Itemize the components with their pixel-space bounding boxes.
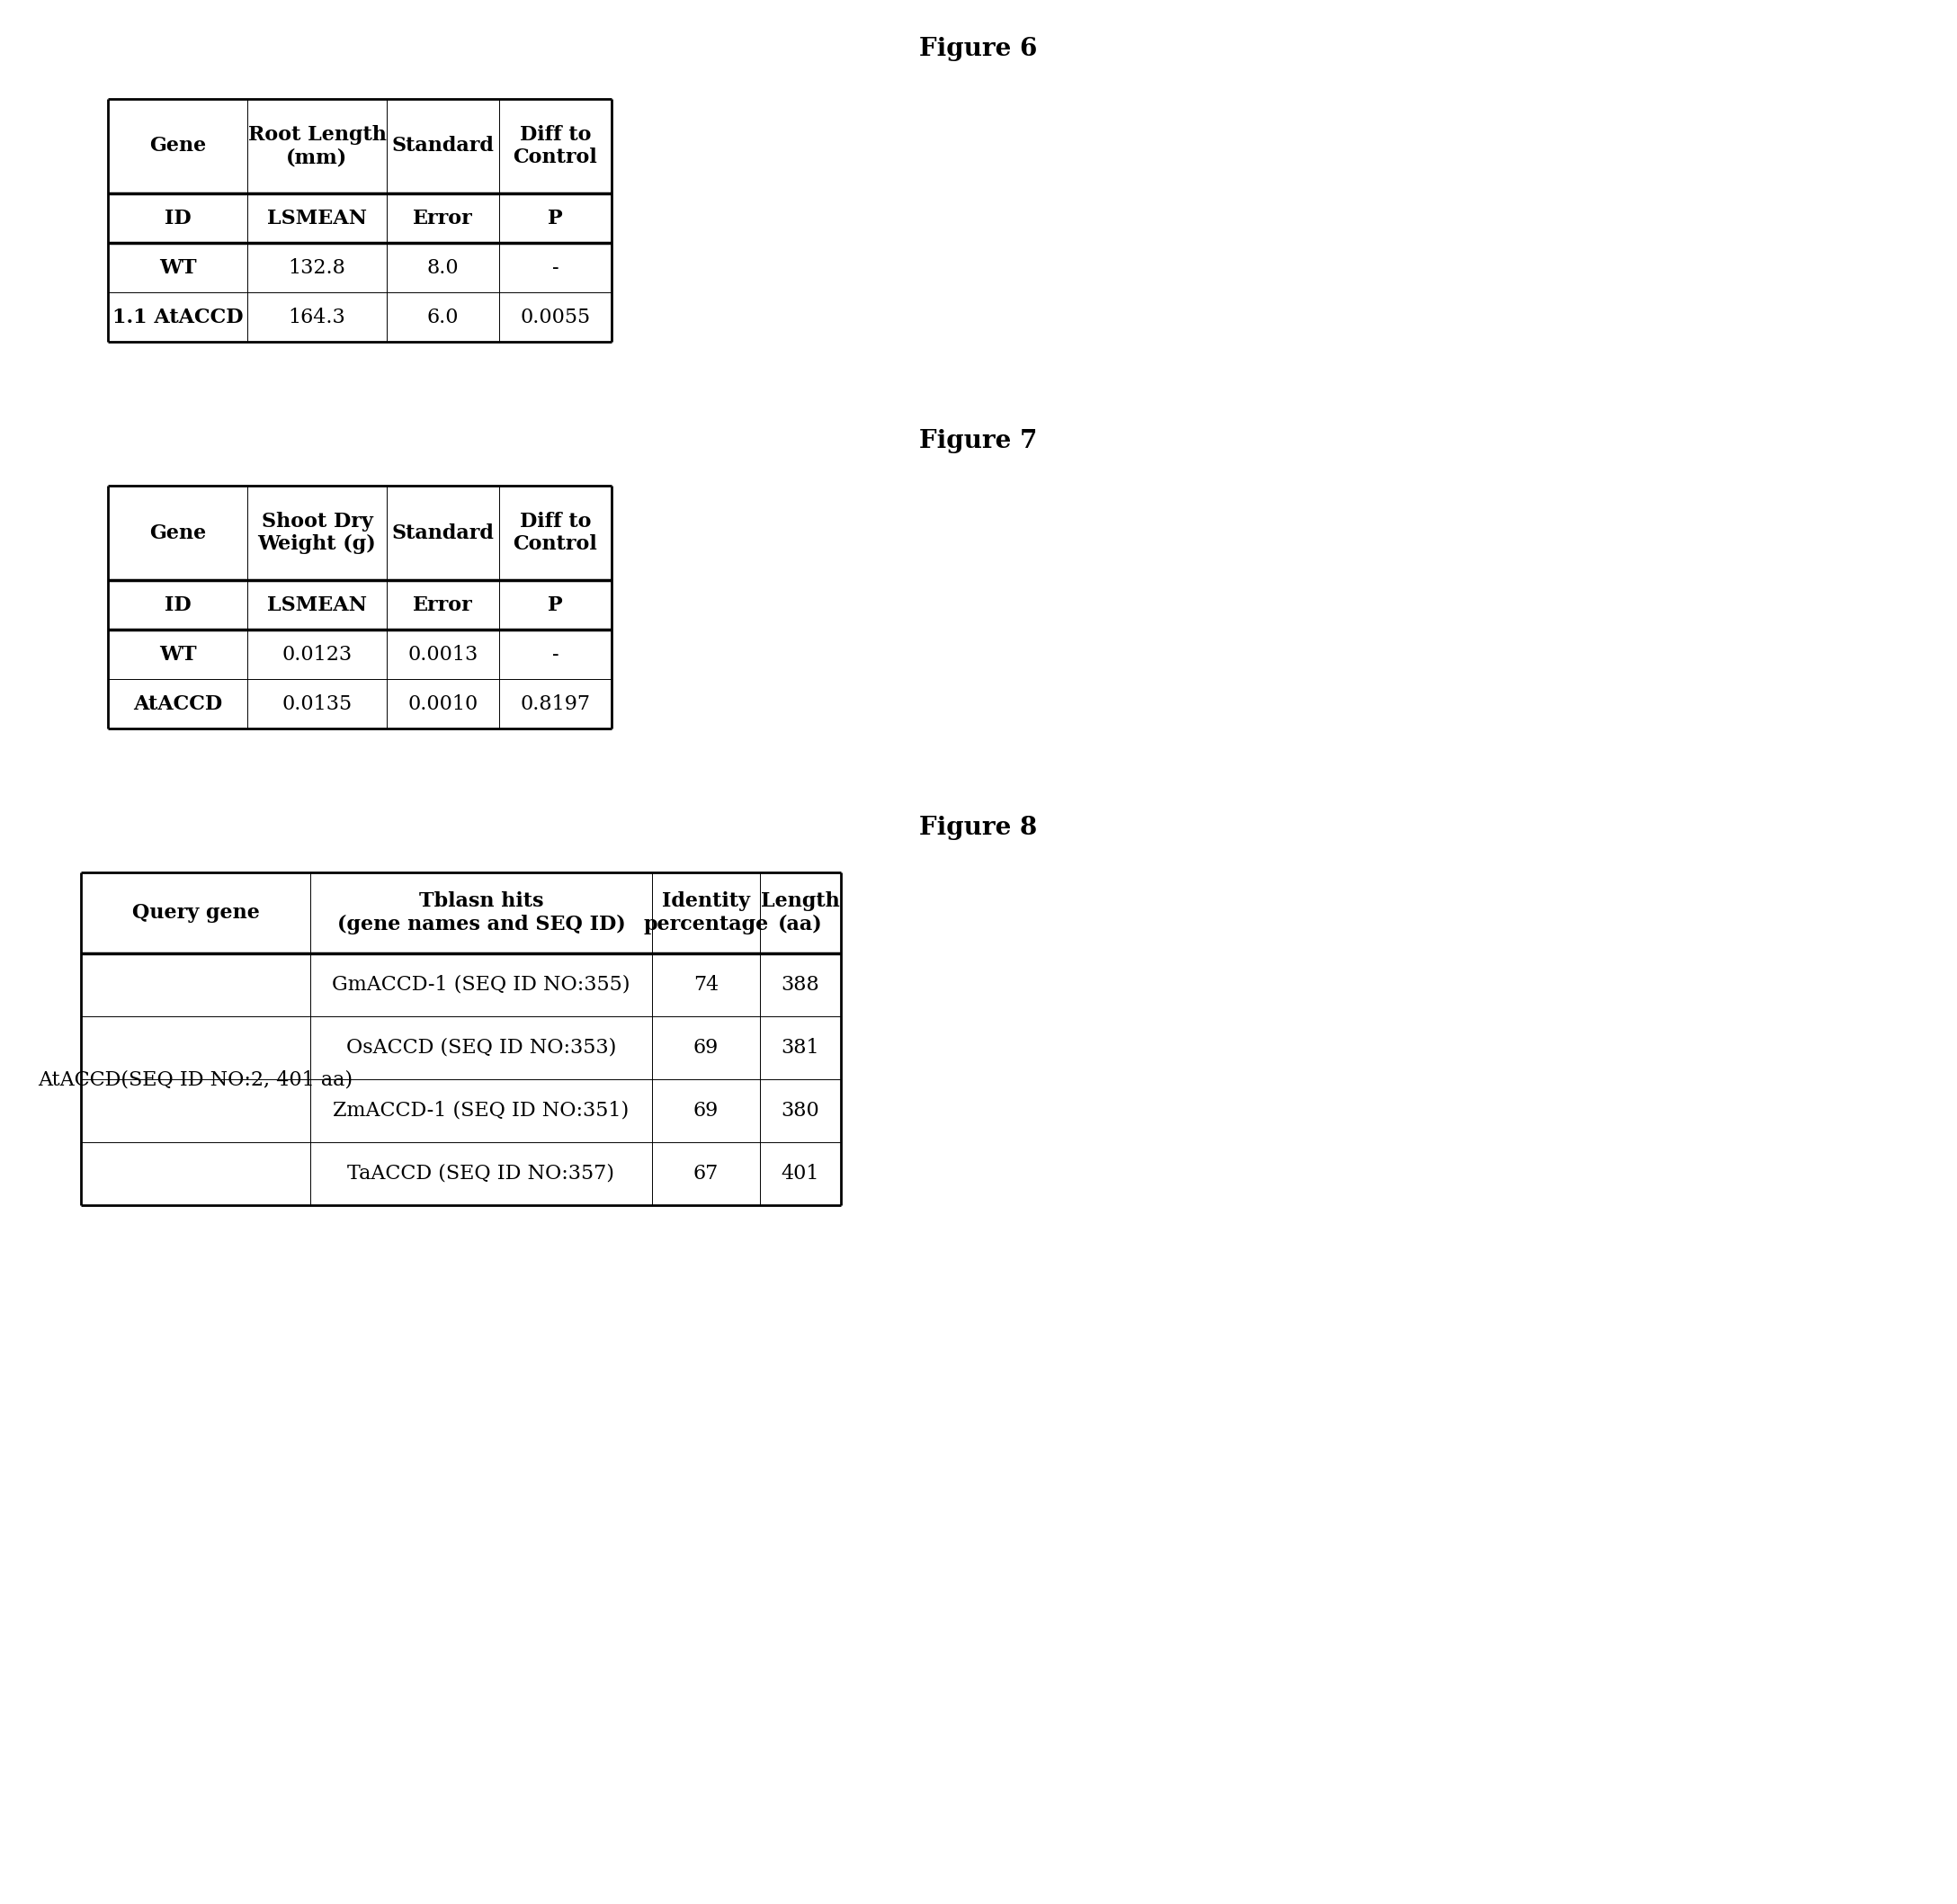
Text: ID: ID — [164, 594, 192, 615]
Text: Figure 8: Figure 8 — [920, 815, 1037, 840]
Text: P: P — [548, 208, 564, 228]
Text: Shoot Dry
Weight (g): Shoot Dry Weight (g) — [258, 512, 376, 554]
Text: AtACCD(SEQ ID NO:2, 401 aa): AtACCD(SEQ ID NO:2, 401 aa) — [39, 1070, 352, 1089]
Text: 164.3: 164.3 — [288, 307, 346, 327]
Text: GmACCD-1 (SEQ ID NO:355): GmACCD-1 (SEQ ID NO:355) — [333, 975, 630, 994]
Text: ID: ID — [164, 208, 192, 228]
Text: Diff to
Control: Diff to Control — [513, 126, 597, 168]
Text: Diff to
Control: Diff to Control — [513, 512, 597, 554]
Text: OsACCD (SEQ ID NO:353): OsACCD (SEQ ID NO:353) — [346, 1038, 616, 1059]
Text: 401: 401 — [781, 1163, 820, 1184]
Text: 0.0055: 0.0055 — [521, 307, 591, 327]
Text: Standard: Standard — [391, 524, 493, 543]
Text: P: P — [548, 594, 564, 615]
Text: 1.1 AtACCD: 1.1 AtACCD — [112, 307, 243, 327]
Text: Standard: Standard — [391, 137, 493, 156]
Text: Gene: Gene — [149, 137, 205, 156]
Text: 0.0013: 0.0013 — [407, 644, 478, 664]
Text: 0.0123: 0.0123 — [282, 644, 352, 664]
Text: 0.8197: 0.8197 — [521, 693, 591, 714]
Text: WT: WT — [159, 257, 196, 278]
Text: 67: 67 — [693, 1163, 718, 1184]
Text: Figure 7: Figure 7 — [920, 428, 1037, 453]
Text: 0.0135: 0.0135 — [282, 693, 352, 714]
Text: 6.0: 6.0 — [427, 307, 458, 327]
Text: Identity
percentage: Identity percentage — [644, 891, 769, 935]
Text: Gene: Gene — [149, 524, 205, 543]
Text: ZmACCD-1 (SEQ ID NO:351): ZmACCD-1 (SEQ ID NO:351) — [333, 1101, 630, 1121]
Text: -: - — [552, 257, 560, 278]
Text: 69: 69 — [693, 1038, 718, 1059]
Text: TaACCD (SEQ ID NO:357): TaACCD (SEQ ID NO:357) — [348, 1163, 614, 1184]
Text: Error: Error — [413, 594, 474, 615]
Text: AtACCD: AtACCD — [133, 693, 223, 714]
Text: 69: 69 — [693, 1101, 718, 1121]
Text: 74: 74 — [693, 975, 718, 994]
Text: Figure 6: Figure 6 — [920, 38, 1037, 61]
Text: 8.0: 8.0 — [427, 257, 460, 278]
Text: -: - — [552, 644, 560, 664]
Text: LSMEAN: LSMEAN — [266, 594, 366, 615]
Text: LSMEAN: LSMEAN — [266, 208, 366, 228]
Text: 0.0010: 0.0010 — [407, 693, 478, 714]
Text: 132.8: 132.8 — [288, 257, 346, 278]
Text: Query gene: Query gene — [131, 902, 260, 923]
Text: 388: 388 — [781, 975, 820, 994]
Text: Error: Error — [413, 208, 474, 228]
Text: Length
(aa): Length (aa) — [761, 891, 840, 935]
Text: 380: 380 — [781, 1101, 820, 1121]
Text: WT: WT — [159, 644, 196, 664]
Text: Root Length
(mm): Root Length (mm) — [249, 126, 386, 168]
Text: Tblasn hits
(gene names and SEQ ID): Tblasn hits (gene names and SEQ ID) — [337, 891, 626, 935]
Text: 381: 381 — [781, 1038, 820, 1059]
